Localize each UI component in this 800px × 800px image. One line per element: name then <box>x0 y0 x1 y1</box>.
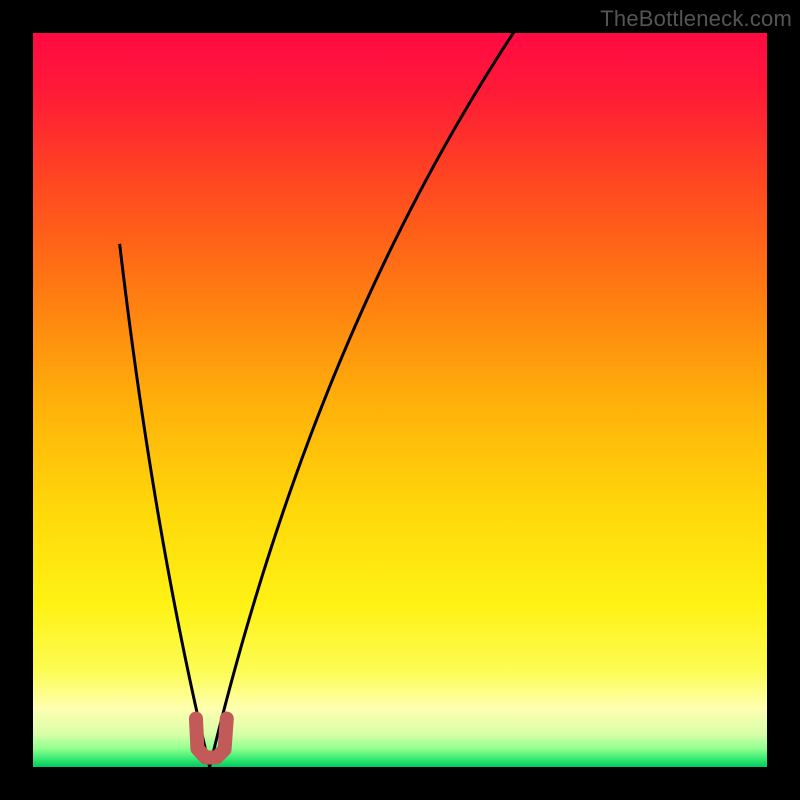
bottleneck-knot-highlight <box>196 719 227 758</box>
plot-svg <box>33 33 767 767</box>
plot-frame <box>33 33 767 767</box>
bottleneck-curve <box>120 0 767 767</box>
stage: TheBottleneck.com <box>0 0 800 800</box>
attribution-text: TheBottleneck.com <box>600 6 792 32</box>
